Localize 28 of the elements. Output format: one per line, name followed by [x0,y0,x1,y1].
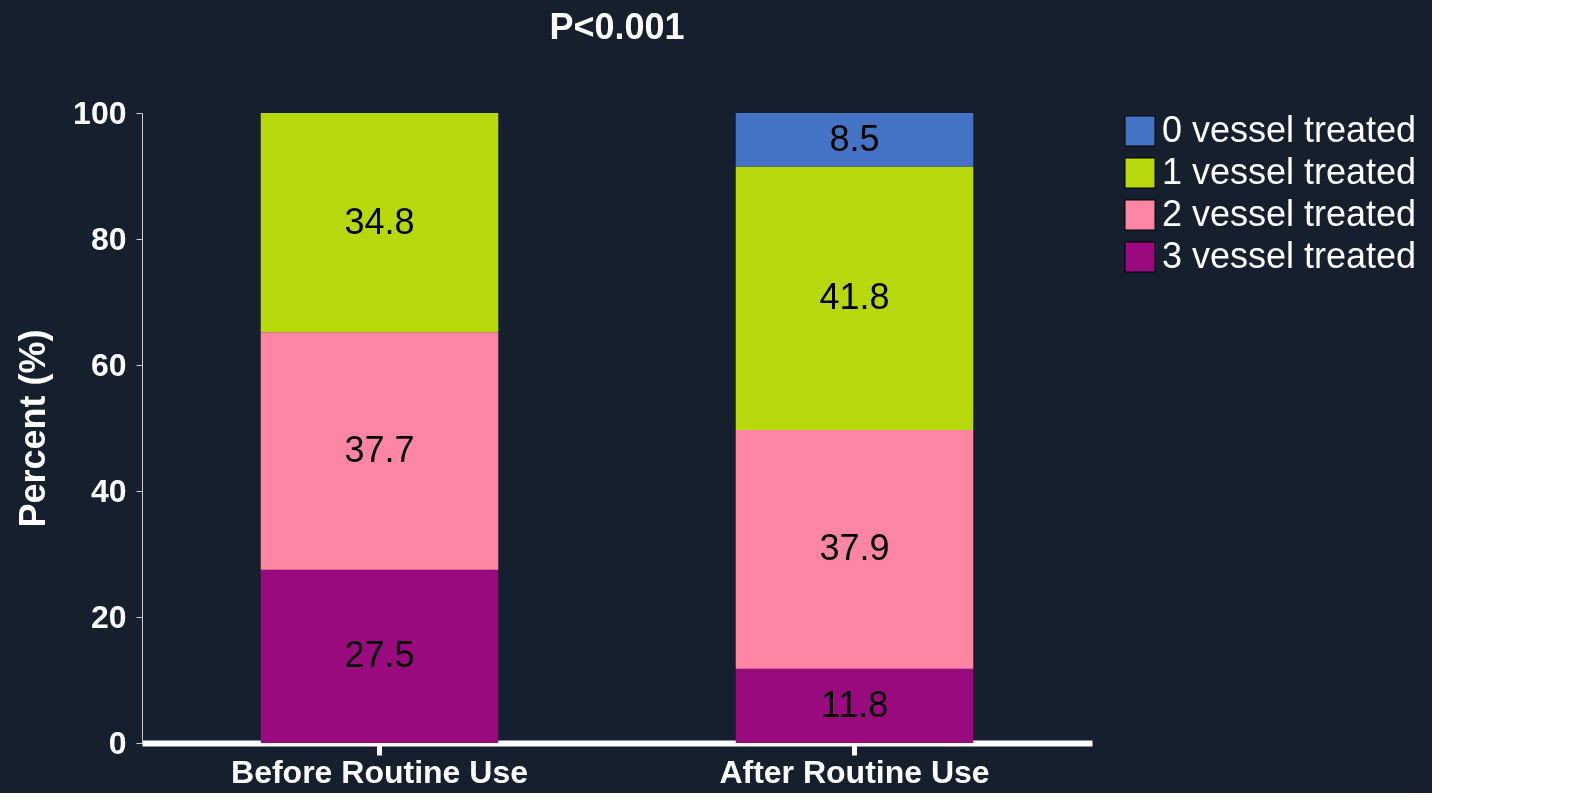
x-tick-label: After Routine Use [719,753,990,790]
bar [735,668,974,743]
y-tick-label: 20 [90,598,127,635]
bar [260,332,499,570]
chart-title: P<0.001 [549,6,685,47]
data-label: 27.5 [344,634,415,676]
y-tick-label: 60 [90,346,127,383]
bar [735,429,974,669]
y-tick-label: 80 [90,220,127,257]
y-axis-title: Percent (%) [12,329,54,528]
legend-label: 3 vessel treated [1162,235,1417,276]
data-label: 41.8 [819,276,890,318]
legend-label: 0 vessel treated [1162,109,1417,150]
data-label: 37.7 [344,428,415,470]
data-label: 37.9 [819,527,890,569]
data-label: 8.5 [829,117,880,159]
data-label: 34.8 [344,200,415,242]
y-tick-label: 40 [90,472,127,509]
x-tick-label: Before Routine Use [231,753,528,790]
legend-label: 1 vessel treated [1162,151,1417,192]
legend-label: 2 vessel treated [1162,193,1417,234]
bar [735,113,974,167]
y-tick-label: 100 [73,94,127,131]
y-tick-label: 0 [108,724,127,761]
bar [260,569,499,743]
bar [735,166,974,430]
data-label: 11.8 [820,683,889,725]
bar [260,113,499,333]
